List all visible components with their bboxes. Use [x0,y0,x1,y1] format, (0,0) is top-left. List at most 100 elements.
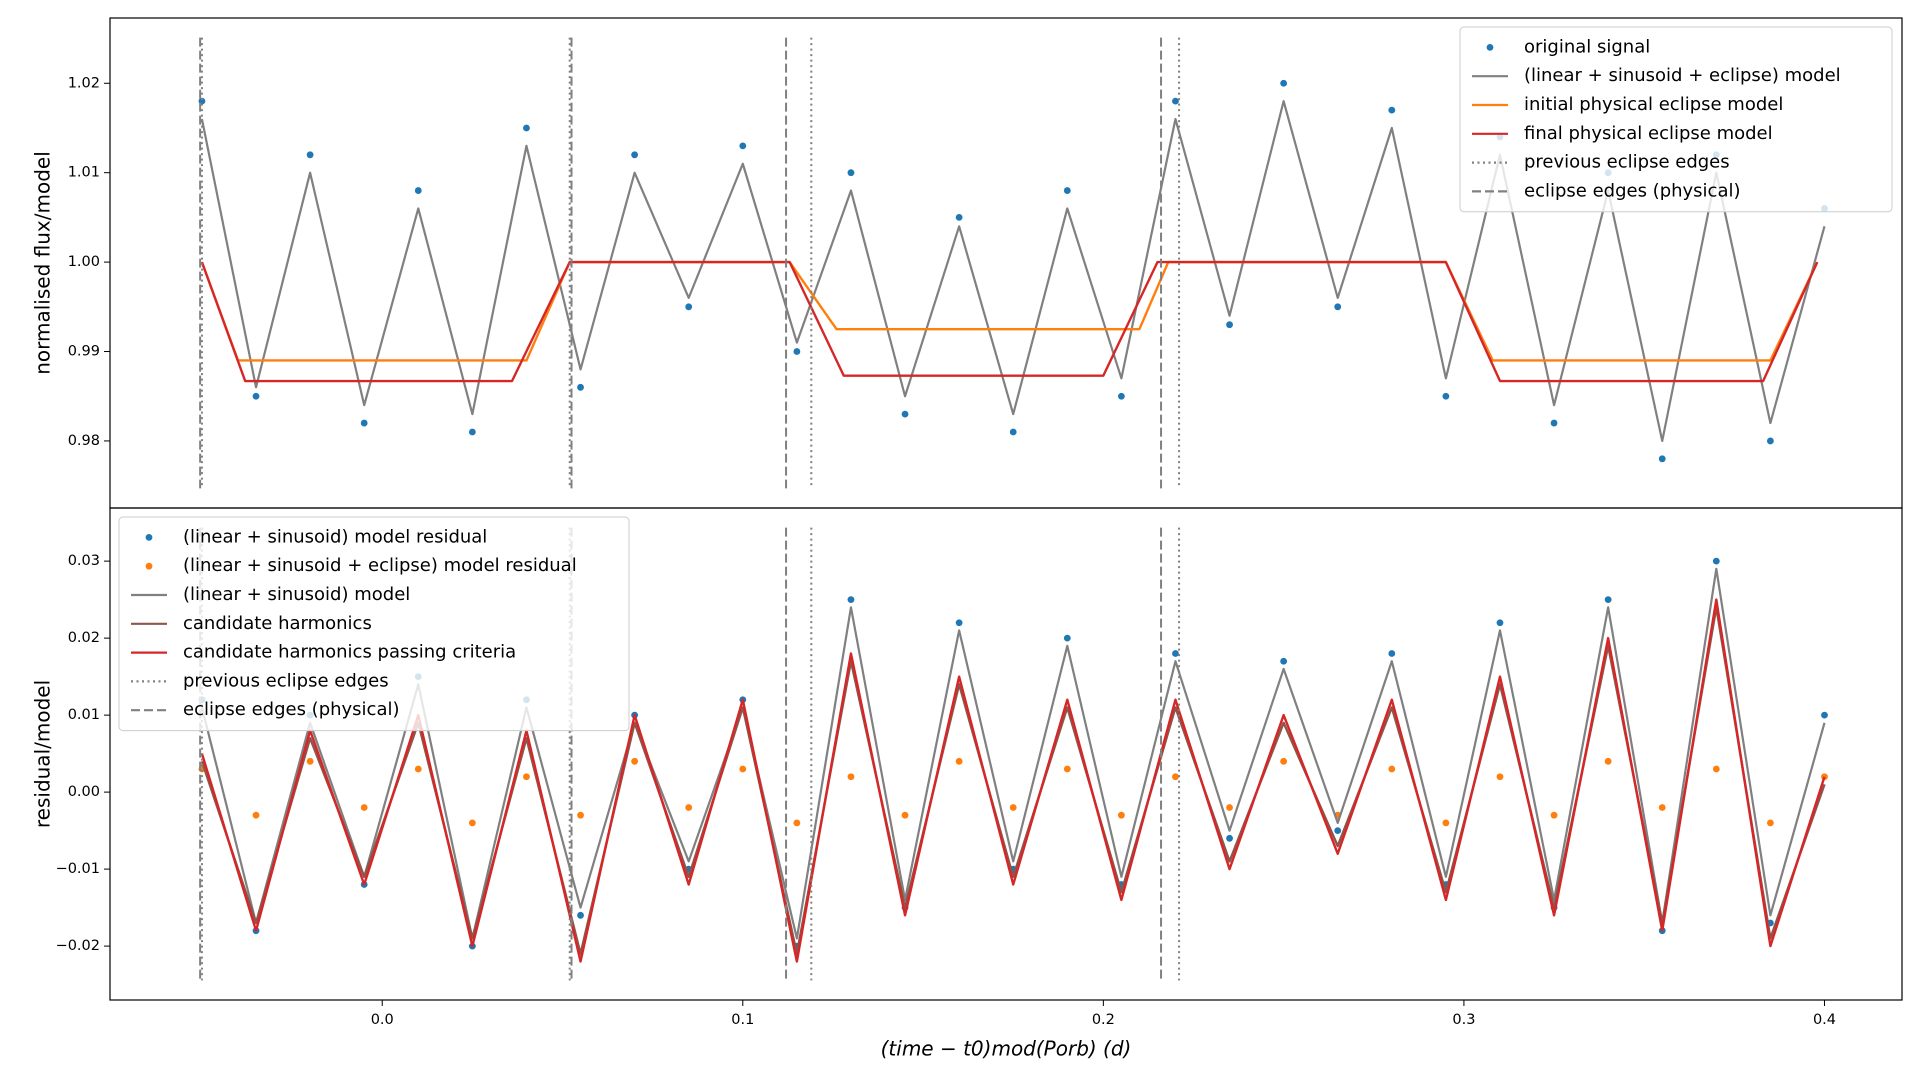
data-point [1658,804,1666,811]
data-point [523,124,530,132]
data-point [252,392,260,400]
legend-label: original signal [1524,36,1650,57]
legend-box [118,516,630,732]
y-tick-label: 0.99 [68,344,100,360]
legend: (linear + sinusoid) model residual (linea… [118,516,630,732]
legend-label: eclipse edges (physical) [183,699,400,720]
y-axis-label: normalised flux/model [31,151,55,375]
data-point [360,419,368,427]
data-point [901,410,909,418]
data-point [577,911,584,919]
data-point [1766,819,1774,827]
data-point [1009,804,1017,811]
data-point [468,428,476,436]
y-axis-label: residual/model [31,680,55,828]
data-point [1063,634,1071,642]
legend-marker [145,562,153,570]
legend-label: (linear + sinusoid + eclipse) model resi… [183,555,577,576]
legend-label: (linear + sinusoid) model residual [183,526,487,547]
data-point [1550,419,1558,427]
data-point [306,757,314,765]
data-point [1712,765,1720,773]
data-point [1658,455,1666,463]
data-point [1172,773,1179,781]
legend-label: final physical eclipse model [1524,123,1773,144]
data-point [306,151,314,159]
data-point [793,819,801,827]
data-point [685,804,693,811]
data-point [793,348,801,355]
legend-marker [1486,44,1494,51]
data-point [1226,321,1233,329]
data-point [1172,650,1179,657]
x-tick-label: 0.0 [371,1012,394,1028]
data-point [955,757,963,765]
y-tick-label: 0.03 [68,553,100,569]
data-point [1604,757,1612,765]
data-point [1226,804,1233,811]
y-tick-label: 1.02 [68,75,100,91]
subplot: 0.98 0.99 1.00 1.01 1.02 normalised flux/mode… [31,17,1903,509]
legend-label: initial physical eclipse model [1524,94,1783,115]
data-point [1388,765,1396,773]
axes-frame [109,507,1903,1001]
series-line [200,606,1826,955]
x-axis-label: (time − t0)mod(Porb) (d) [881,1037,1132,1061]
data-point [1334,303,1342,311]
data-point [1712,557,1720,565]
data-point [414,765,422,773]
data-point [468,819,476,827]
legend-label: previous eclipse edges [183,670,389,691]
series-line [200,598,1826,963]
data-point [1063,187,1071,194]
data-point [847,169,855,177]
data-point [1334,827,1342,835]
plot-area [198,37,1828,489]
data-point [577,383,584,391]
y-tick-label: 1.01 [68,165,100,181]
data-point [360,804,368,811]
data-point [739,765,747,773]
x-tick-label: 0.4 [1813,1012,1836,1028]
y-tick-label: 0.02 [68,630,100,646]
subplot: −0.02 −0.01 0.00 0.01 0.02 0.03 0.0 0.1 0.2 0.3 0.… [31,507,1903,1061]
x-tick-label: 0.3 [1452,1012,1475,1028]
data-point [1388,650,1396,657]
y-tick-label: −0.02 [56,938,100,954]
data-point [1280,79,1288,87]
data-point [631,151,639,159]
data-point [252,811,260,819]
data-point [1172,97,1179,105]
data-point [1009,428,1017,436]
data-point [1604,596,1612,604]
legend-box [1459,26,1893,213]
data-point [955,213,963,221]
data-point [1226,834,1233,842]
data-point [955,619,963,627]
legend-label: previous eclipse edges [1524,152,1730,173]
data-point [523,773,530,781]
data-point [1280,657,1288,665]
data-point [685,303,693,311]
data-point [1550,811,1558,819]
data-point [847,596,855,604]
data-point [1442,392,1450,400]
data-point [1280,757,1288,765]
legend: original signal (linear + sinusoid + ecli… [1459,26,1893,213]
data-point [1442,819,1450,827]
data-point [847,773,855,781]
series-line [200,260,1819,362]
legend-marker [145,534,153,541]
data-point [1063,765,1071,773]
legend-label: (linear + sinusoid + eclipse) model [1524,65,1841,86]
legend-label: (linear + sinusoid) model [183,584,410,605]
data-point [577,811,584,819]
y-tick-label: 0.98 [68,433,100,449]
legend-label: eclipse edges (physical) [1524,180,1741,201]
data-point [631,757,639,765]
data-point [414,187,422,194]
data-point [1388,106,1396,114]
series-line [200,260,1819,383]
